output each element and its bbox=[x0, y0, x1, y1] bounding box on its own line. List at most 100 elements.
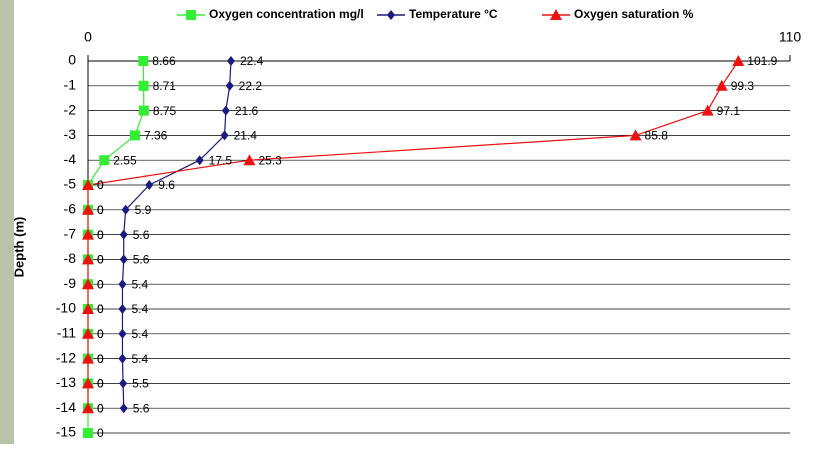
data-label: 0 bbox=[97, 178, 104, 192]
marker bbox=[715, 79, 728, 91]
marker bbox=[186, 10, 196, 20]
y-tick-label: -15 bbox=[56, 424, 76, 440]
data-label: 5.6 bbox=[133, 253, 150, 267]
data-label: 7.36 bbox=[144, 129, 168, 143]
legend-label: Temperature °C bbox=[409, 7, 498, 21]
marker bbox=[387, 10, 395, 20]
data-label: 0 bbox=[97, 277, 104, 291]
data-label: 22.2 bbox=[239, 79, 263, 93]
y-tick-label: -14 bbox=[56, 399, 76, 415]
marker bbox=[82, 179, 94, 190]
data-label: 0 bbox=[97, 377, 104, 391]
marker bbox=[220, 130, 229, 141]
data-label: 5.4 bbox=[131, 302, 148, 316]
marker bbox=[82, 327, 94, 339]
marker bbox=[138, 56, 149, 66]
marker bbox=[145, 180, 154, 190]
background-strip bbox=[0, 0, 14, 444]
data-label: 0 bbox=[97, 277, 104, 291]
data-label: 97.1 bbox=[717, 104, 741, 118]
marker bbox=[82, 253, 94, 265]
marker bbox=[82, 352, 94, 364]
data-label: 0 bbox=[97, 203, 104, 217]
marker bbox=[119, 254, 128, 265]
data-label: 5.6 bbox=[133, 401, 150, 415]
marker bbox=[82, 377, 94, 389]
marker bbox=[195, 155, 204, 166]
data-label: 0 bbox=[97, 228, 104, 242]
legend-label: Oxygen saturation % bbox=[574, 7, 694, 21]
marker bbox=[118, 328, 127, 339]
marker bbox=[119, 403, 128, 414]
data-label: 21.6 bbox=[235, 104, 259, 118]
y-tick-label: 0 bbox=[68, 52, 76, 68]
marker bbox=[119, 378, 128, 389]
y-tick-label: -7 bbox=[64, 225, 77, 241]
y-tick-label: -12 bbox=[56, 349, 76, 365]
marker bbox=[121, 204, 130, 215]
data-label: 0 bbox=[97, 203, 104, 217]
data-label: 2.55 bbox=[113, 153, 137, 167]
data-label: 8.75 bbox=[153, 104, 177, 118]
data-label: 22.4 bbox=[240, 54, 264, 68]
y-tick-label: -5 bbox=[64, 176, 77, 192]
x-tick-label: 0 bbox=[84, 29, 92, 45]
y-tick-label: -11 bbox=[57, 325, 76, 341]
marker bbox=[629, 129, 642, 141]
data-label: 0 bbox=[97, 401, 104, 415]
data-label: 0 bbox=[97, 228, 104, 242]
y-tick-label: -4 bbox=[64, 151, 77, 167]
marker bbox=[138, 80, 149, 91]
marker bbox=[82, 303, 94, 314]
marker bbox=[99, 155, 110, 166]
data-label: 0 bbox=[97, 352, 104, 366]
y-axis-label: Depth (m) bbox=[11, 217, 26, 278]
marker bbox=[82, 402, 94, 414]
marker bbox=[82, 278, 94, 290]
marker bbox=[221, 105, 230, 116]
data-label: 0 bbox=[97, 352, 104, 366]
data-label: 0 bbox=[97, 401, 104, 415]
y-tick-label: -10 bbox=[56, 300, 76, 316]
marker bbox=[118, 279, 127, 290]
data-label: 85.8 bbox=[645, 129, 669, 143]
marker bbox=[732, 55, 745, 66]
data-label: 5.6 bbox=[133, 228, 150, 242]
marker bbox=[138, 105, 149, 116]
data-label: 0 bbox=[97, 178, 104, 192]
marker bbox=[243, 154, 256, 166]
data-label: 0 bbox=[97, 426, 104, 440]
y-tick-label: -1 bbox=[64, 77, 77, 93]
data-label: 0 bbox=[97, 253, 104, 267]
marker bbox=[701, 104, 714, 116]
y-tick-label: -3 bbox=[64, 126, 77, 142]
x-tick-label: 110 bbox=[779, 29, 802, 45]
marker bbox=[118, 304, 127, 314]
marker bbox=[226, 56, 235, 66]
y-tick-label: -9 bbox=[64, 275, 77, 291]
data-label: 0 bbox=[97, 377, 104, 391]
data-label: 5.9 bbox=[135, 203, 152, 217]
data-label: 5.4 bbox=[131, 352, 148, 366]
marker bbox=[119, 229, 128, 240]
marker bbox=[225, 80, 234, 91]
data-label: 8.66 bbox=[152, 54, 176, 68]
data-label: 21.4 bbox=[234, 129, 258, 143]
data-label: 9.6 bbox=[158, 178, 175, 192]
data-label: 17.5 bbox=[209, 153, 233, 167]
marker bbox=[82, 228, 94, 240]
y-tick-label: -2 bbox=[64, 101, 77, 117]
legend-label: Oxygen concentration mg/l bbox=[209, 7, 364, 21]
y-tick-label: -8 bbox=[64, 250, 77, 266]
y-tick-label: -6 bbox=[64, 201, 77, 217]
data-label: 25.3 bbox=[258, 153, 282, 167]
data-label: 5.4 bbox=[131, 327, 148, 341]
data-label: 101.9 bbox=[747, 54, 777, 68]
data-label: 99.3 bbox=[731, 79, 755, 93]
data-label: 0 bbox=[97, 327, 104, 341]
marker bbox=[118, 353, 127, 364]
y-tick-label: -13 bbox=[56, 374, 76, 390]
data-label: 0 bbox=[97, 253, 104, 267]
